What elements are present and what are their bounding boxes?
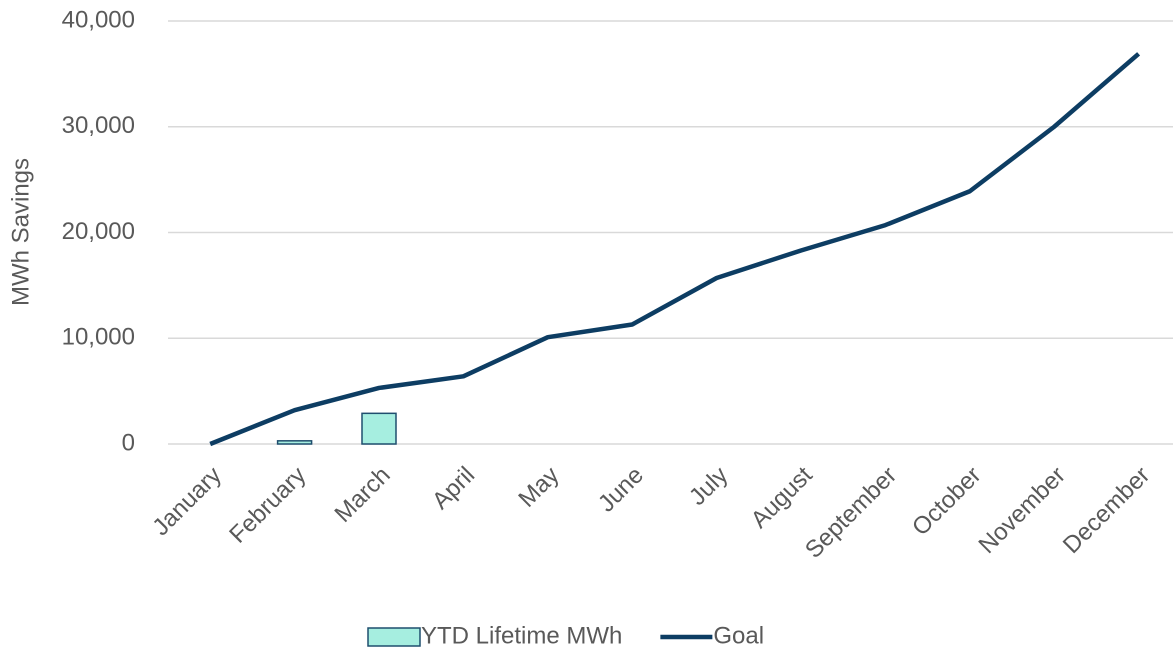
x-tick-label: January [147,462,226,541]
bar [361,412,397,445]
x-tick-label: November [974,462,1071,559]
line [209,52,1141,447]
x-tick-label: July [684,462,733,511]
legend-label: Goal [713,622,764,649]
x-tick-label: September [800,462,902,564]
x-tick-label: August [746,461,818,533]
bar [276,440,313,445]
legend-swatch [367,627,421,647]
x-tick-label: April [427,462,480,515]
y-tick-label: 20,000 [62,218,135,245]
x-tick-label: February [224,462,311,549]
y-tick-label: 40,000 [62,6,135,33]
y-tick-label: 30,000 [62,112,135,139]
x-tick-label: December [1058,462,1155,559]
y-axis-label: MWh Savings [7,158,34,306]
x-tick-label: March [329,462,395,528]
x-tick-label: June [593,462,649,518]
y-tick-label: 10,000 [62,324,135,351]
y-tick-label: 0 [122,429,135,456]
x-tick-label: May [513,462,564,513]
legend-label: YTD Lifetime MWh [421,622,622,649]
x-tick-label: October [907,462,986,541]
